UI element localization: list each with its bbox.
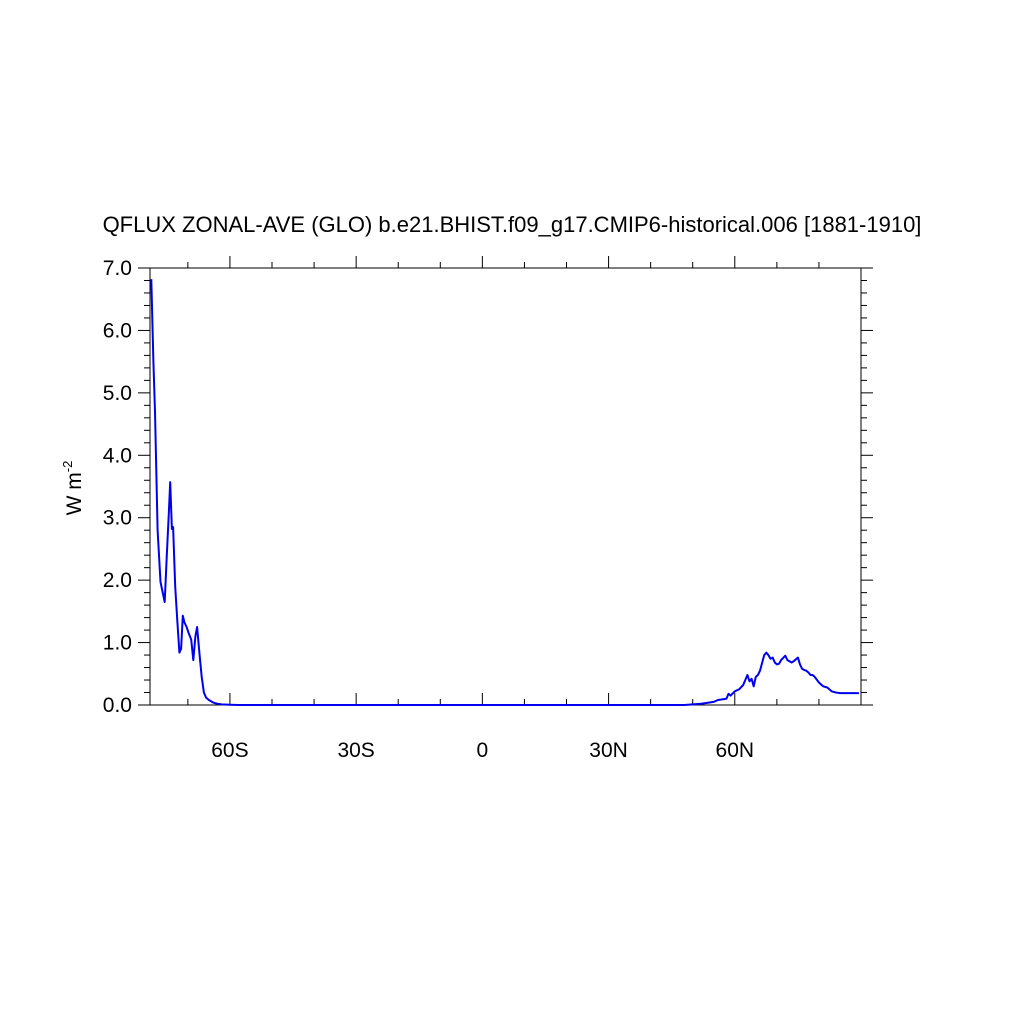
series-group [150, 279, 859, 706]
x-tick-label: 30N [589, 739, 628, 762]
y-tick-label: 4.0 [103, 444, 132, 467]
y-axis-label: W m-2 [60, 461, 86, 516]
series-line-1 [150, 279, 859, 706]
minor-ticks [144, 262, 867, 705]
major-ticks [138, 256, 873, 706]
x-tick-label: 0 [477, 739, 489, 762]
y-tick-label: 7.0 [103, 257, 132, 280]
y-tick-label: 1.0 [103, 632, 132, 655]
chart-title: QFLUX ZONAL-AVE (GLO) b.e21.BHIST.f09_g1… [103, 212, 922, 237]
y-tick-label: 5.0 [103, 382, 132, 405]
y-tick-label: 2.0 [103, 569, 132, 592]
x-tick-label: 60N [716, 739, 755, 762]
x-tick-label: 60S [211, 739, 248, 762]
y-tick-label: 3.0 [103, 507, 132, 530]
x-tick-label: 30S [337, 739, 374, 762]
y-axis-label-base: W m [63, 472, 86, 515]
y-axis-label-superscript: -2 [60, 461, 75, 473]
plot-frame [149, 267, 862, 706]
y-tick-label: 0.0 [103, 694, 132, 717]
y-tick-label: 6.0 [103, 319, 132, 342]
tick-labels: 0.0 1.0 2.0 3.0 4.0 5.0 6.0 7.0 60S 30S 0 30N 60N [103, 257, 754, 762]
